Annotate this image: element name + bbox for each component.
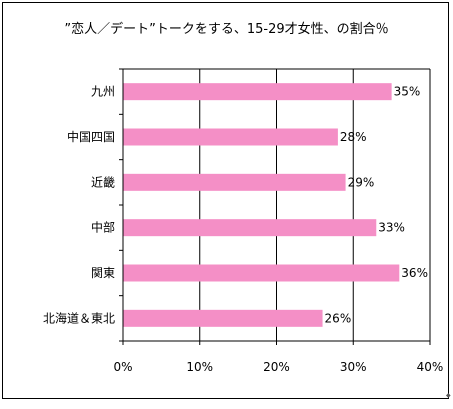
chart-frame (2, 2, 449, 399)
data-label-2: 28% (340, 130, 367, 144)
corner-mark: ◆ (446, 392, 451, 399)
x-tick-label-3: 20% (263, 360, 290, 374)
x-tick-label-2: 10% (186, 360, 213, 374)
x-tick-label-4: 30% (340, 360, 367, 374)
data-label-3: 29% (348, 175, 375, 189)
category-label-3: 近畿 (91, 175, 115, 189)
bar-3 (123, 173, 346, 191)
category-label-1: 九州 (91, 85, 115, 99)
bar-6 (123, 309, 323, 327)
data-label-1: 35% (394, 85, 421, 99)
category-label-5: 関東 (91, 266, 115, 280)
bar-5 (123, 264, 400, 282)
bar-2 (123, 128, 338, 146)
bar-4 (123, 219, 377, 237)
data-label-5: 36% (401, 266, 428, 280)
data-label-4: 33% (378, 221, 405, 235)
bar-1 (123, 83, 392, 101)
data-label-6: 26% (325, 311, 352, 325)
x-tick-label-5: 40% (417, 360, 444, 374)
category-label-6: 北海道＆東北 (43, 310, 115, 325)
category-label-4: 中部 (91, 220, 115, 235)
chart-title: ”恋人／デート”トークをする、15-29才女性、の割合％ (64, 22, 389, 37)
x-tick-label-1: 0% (113, 360, 132, 374)
category-label-2: 中国四国 (67, 129, 115, 144)
